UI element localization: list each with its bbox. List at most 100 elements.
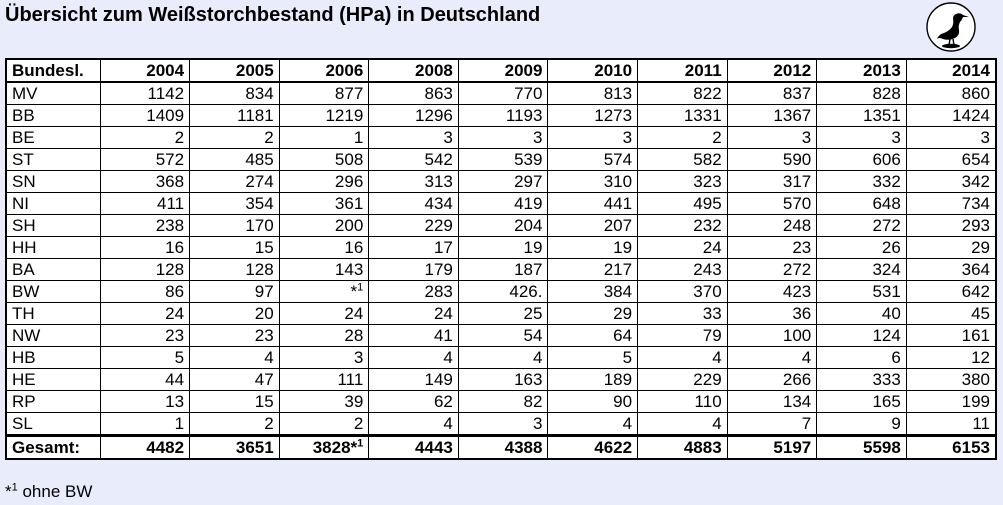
header-year-2012: 2012 (726, 58, 818, 83)
total-cell: 3651 (189, 434, 280, 460)
value-cell: 170 (189, 214, 280, 237)
total-cell: 4622 (547, 434, 639, 460)
value-cell: 39 (278, 390, 370, 413)
value-cell: 4 (368, 412, 459, 436)
value-cell: 2 (99, 126, 191, 149)
value-cell: 1331 (637, 104, 728, 127)
value-cell: 33 (637, 302, 728, 325)
value-cell: 47 (189, 368, 280, 391)
value-cell: 4 (547, 412, 639, 436)
value-cell: 590 (726, 148, 818, 171)
table-row: BB 1409 1181 1219 1296 1193 1273 1331 1367 1351 14… (5, 104, 997, 127)
value-cell: 324 (816, 258, 907, 281)
value-cell: 606 (816, 148, 907, 171)
total-cell: 4443 (368, 434, 459, 460)
value-cell: 531 (816, 280, 907, 303)
total-cell: 5197 (726, 434, 818, 460)
value-cell: 837 (726, 81, 818, 105)
value-cell: 20 (189, 302, 280, 325)
state-cell: HB (5, 346, 101, 369)
state-cell: SH (5, 214, 101, 237)
value-cell: 90 (547, 390, 639, 413)
header-year-2006: 2006 (278, 58, 370, 83)
header-row: Bundesl. 2004 2005 2006 2008 2009 2010 2011 201… (5, 58, 997, 83)
table-row: HH 16 15 16 17 19 19 24 23 26 29 (5, 236, 997, 259)
value-cell: 100 (726, 324, 818, 347)
value-cell: 45 (905, 302, 997, 325)
state-cell: BW (5, 280, 101, 303)
value-cell: 354 (189, 192, 280, 215)
total-cell: 5598 (816, 434, 907, 460)
table-row: RP 13 15 39 62 82 90 110 134 165 199 (5, 390, 997, 413)
value-cell: 822 (637, 81, 728, 105)
value-cell: 243 (637, 258, 728, 281)
value-cell: 333 (816, 368, 907, 391)
value-cell: 860 (905, 81, 997, 105)
value-cell: 1409 (99, 104, 191, 127)
value-cell: 434 (368, 192, 459, 215)
value-cell: 54 (457, 324, 549, 347)
value-cell: 24 (368, 302, 459, 325)
value-cell: 582 (637, 148, 728, 171)
value-cell: 79 (637, 324, 728, 347)
table-row: NW 23 23 28 41 54 64 79 100 124 161 (5, 324, 997, 347)
header-year-2008: 2008 (368, 58, 459, 83)
value-cell: 274 (189, 170, 280, 193)
value-cell: 4 (457, 346, 549, 369)
header-year-2009: 2009 (457, 58, 549, 83)
value-cell: 485 (189, 148, 280, 171)
value-cell: 283 (368, 280, 459, 303)
value-cell: 574 (547, 148, 639, 171)
value-cell: 828 (816, 81, 907, 105)
value-cell: 12 (905, 346, 997, 369)
value-cell: 86 (99, 280, 191, 303)
value-cell: 813 (547, 81, 639, 105)
value-cell: 128 (99, 258, 191, 281)
value-cell: 426. (457, 280, 549, 303)
value-cell: 3 (457, 126, 549, 149)
value-cell: 654 (905, 148, 997, 171)
value-cell: 149 (368, 368, 459, 391)
state-cell: HE (5, 368, 101, 391)
table-row: BA 128 128 143 179 187 217 243 272 324 364 (5, 258, 997, 281)
value-cell: 3 (726, 126, 818, 149)
value-cell: 7 (726, 412, 818, 436)
state-cell: TH (5, 302, 101, 325)
value-cell: 4 (189, 346, 280, 369)
value-cell: 297 (457, 170, 549, 193)
footnote: *1 ohne BW (5, 482, 92, 502)
value-cell: 1424 (905, 104, 997, 127)
value-cell: 5 (547, 346, 639, 369)
state-cell: BE (5, 126, 101, 149)
state-cell: RP (5, 390, 101, 413)
value-cell: 238 (99, 214, 191, 237)
state-cell: HH (5, 236, 101, 259)
value-cell: 380 (905, 368, 997, 391)
value-cell: 248 (726, 214, 818, 237)
value-cell: 4 (637, 412, 728, 436)
value-cell: 3 (278, 346, 370, 369)
value-cell: 17 (368, 236, 459, 259)
table-row: ST 572 485 508 542 539 574 582 590 606 654 (5, 148, 997, 171)
value-cell: 26 (816, 236, 907, 259)
value-cell: 642 (905, 280, 997, 303)
value-cell: 3 (547, 126, 639, 149)
value-cell: 207 (547, 214, 639, 237)
value-cell: 161 (905, 324, 997, 347)
state-cell: ST (5, 148, 101, 171)
value-cell: 41 (368, 324, 459, 347)
value-cell: 542 (368, 148, 459, 171)
value-cell: 179 (368, 258, 459, 281)
value-cell: 572 (99, 148, 191, 171)
value-cell: 539 (457, 148, 549, 171)
table-row: BE 2 2 1 3 3 3 2 3 3 3 (5, 126, 997, 149)
value-cell: 1193 (457, 104, 549, 127)
value-cell: 97 (189, 280, 280, 303)
total-cell: 4883 (637, 434, 728, 460)
value-cell: 19 (547, 236, 639, 259)
value-cell: 110 (637, 390, 728, 413)
table-row: NI 411 354 361 434 419 441 495 570 648 734 (5, 192, 997, 215)
state-cell: SN (5, 170, 101, 193)
value-cell: 877 (278, 81, 370, 105)
total-cell: 6153 (905, 434, 997, 460)
